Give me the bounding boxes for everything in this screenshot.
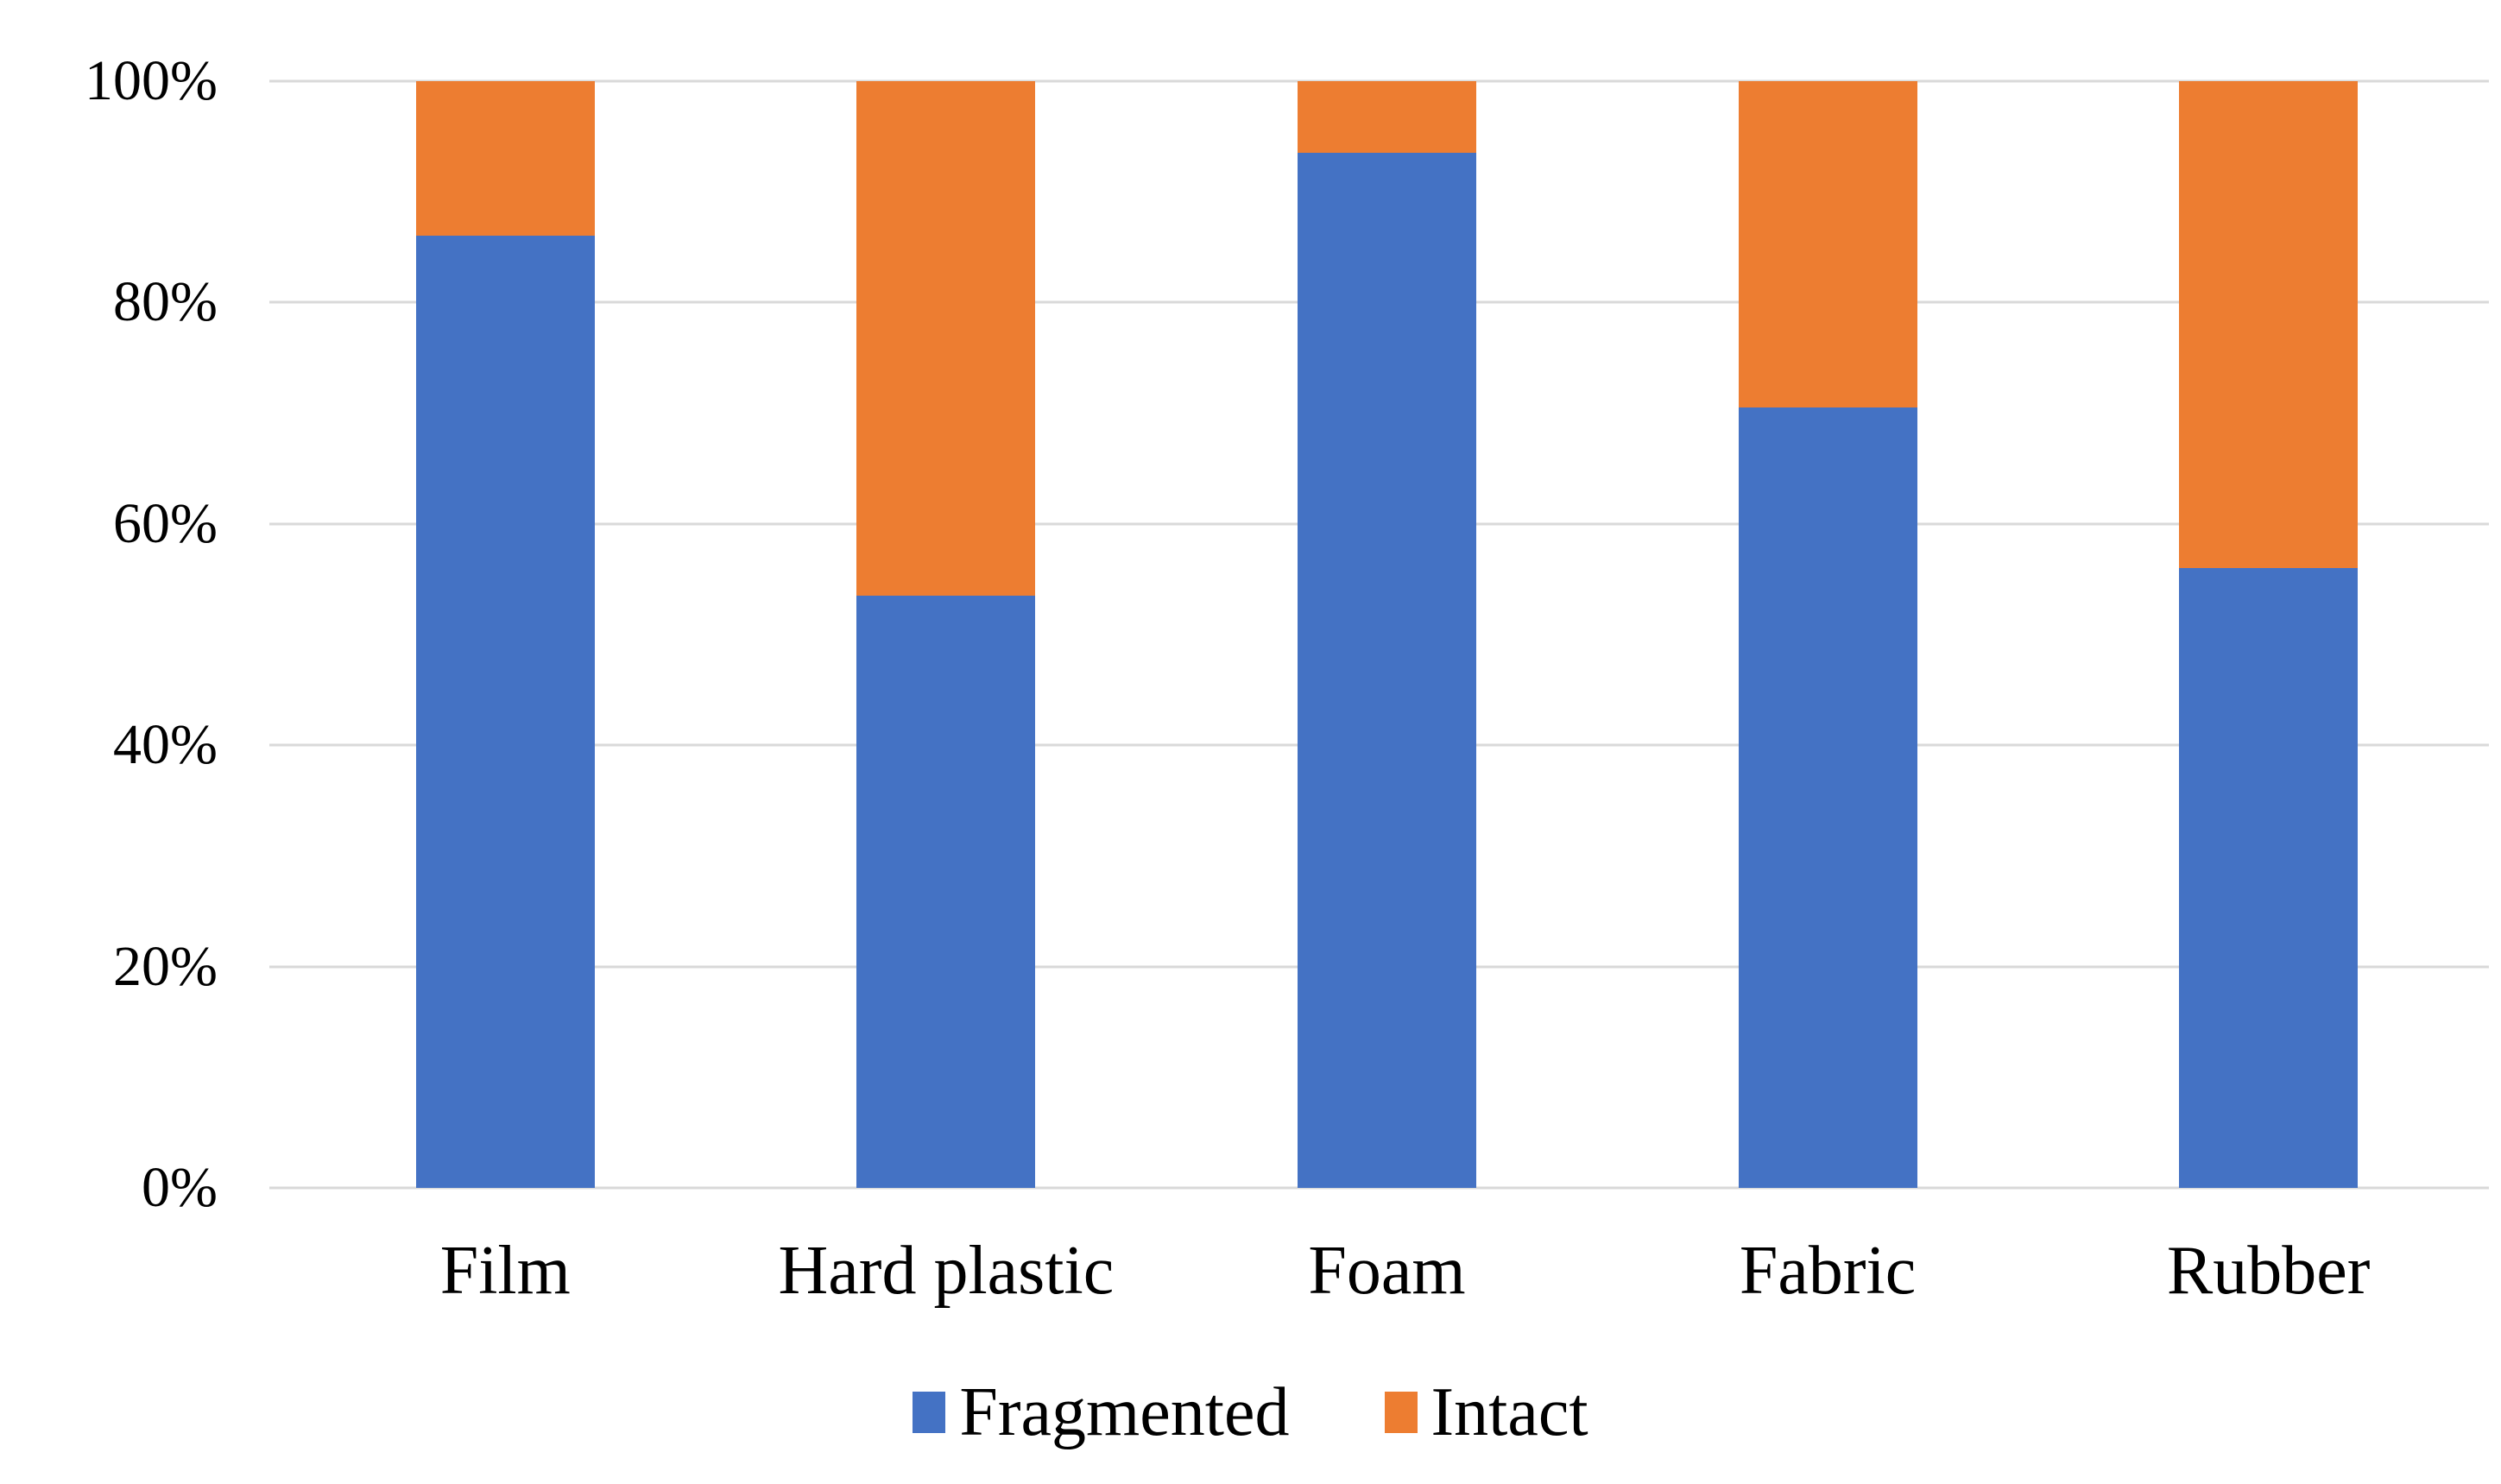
y-tick-label-40: 40% — [113, 713, 218, 777]
category-label-foam: Foam — [1308, 1233, 1466, 1309]
legend-label-fragmented: Fragmented — [959, 1374, 1290, 1450]
plot-area — [269, 79, 2489, 1190]
bar-fabric — [1738, 81, 1917, 1188]
y-tick-label-60: 60% — [113, 491, 218, 555]
y-tick-label-20: 20% — [113, 934, 218, 998]
y-tick-label-0: 0% — [142, 1156, 218, 1219]
bar-segment-fragmented-hard-plastic — [856, 596, 1036, 1188]
category-label-fabric: Fabric — [1739, 1233, 1917, 1309]
legend-item-fragmented: Fragmented — [913, 1374, 1290, 1450]
bar-foam — [1297, 81, 1476, 1188]
legend-label-intact: Intact — [1430, 1374, 1588, 1450]
category-label-rubber: Rubber — [2166, 1233, 2371, 1309]
bar-segment-fragmented-rubber — [2179, 568, 2359, 1188]
category-label-hard-plastic: Hard plastic — [778, 1233, 1115, 1309]
legend-swatch-intact — [1384, 1392, 1418, 1433]
bar-hard-plastic — [856, 81, 1036, 1188]
bar-segment-fragmented-fabric — [1738, 407, 1917, 1188]
bar-film — [415, 81, 595, 1188]
x-axis-category-labels: Film Hard plastic Foam Fabric Rubber — [285, 1236, 2489, 1305]
y-axis-tick-labels: 0% 20% 40% 60% 80% 100% — [0, 53, 218, 1216]
y-tick-label-100: 100% — [85, 49, 218, 112]
legend: Fragmented Intact — [0, 1378, 2501, 1447]
bar-segment-fragmented-foam — [1297, 153, 1476, 1188]
bar-segment-intact-foam — [1297, 81, 1476, 154]
category-label-film: Film — [439, 1233, 571, 1309]
legend-item-intact: Intact — [1384, 1374, 1588, 1450]
bar-segment-intact-rubber — [2179, 81, 2359, 569]
bar-segment-intact-fabric — [1738, 81, 1917, 408]
bar-segment-fragmented-film — [415, 236, 595, 1188]
bar-rubber — [2179, 81, 2359, 1188]
bar-segment-intact-film — [415, 81, 595, 237]
gridline-0 — [269, 1186, 2489, 1190]
legend-swatch-fragmented — [913, 1392, 946, 1433]
bar-segment-intact-hard-plastic — [856, 81, 1036, 597]
gridline-100 — [269, 79, 2489, 83]
bars-container — [285, 81, 2489, 1188]
y-tick-label-80: 80% — [113, 270, 218, 334]
